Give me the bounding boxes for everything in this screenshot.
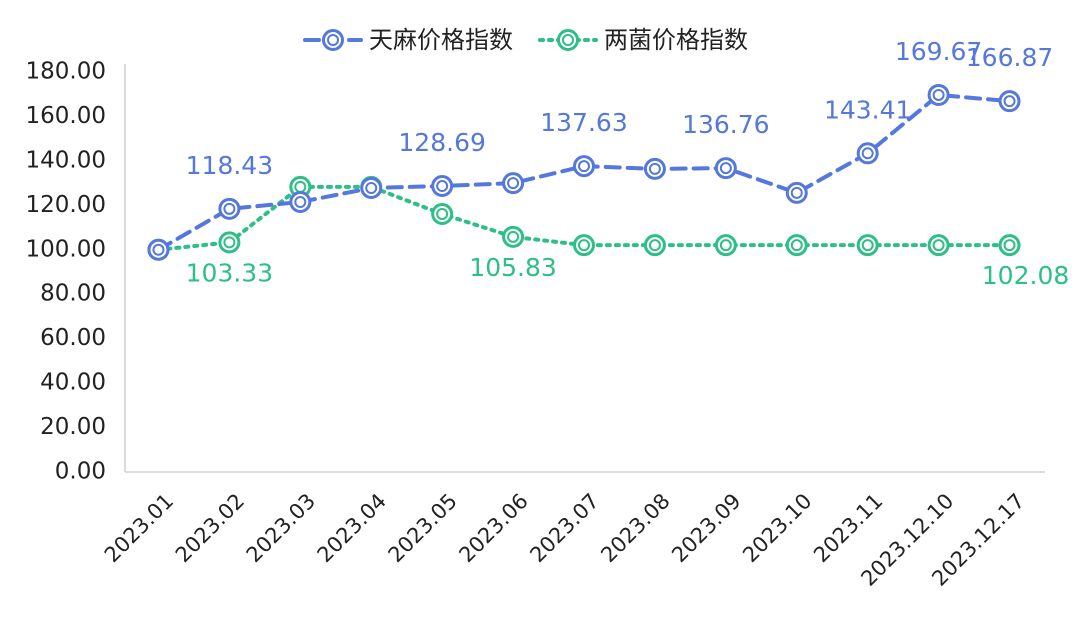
point-marker-inner	[719, 239, 732, 252]
x-tick-label: 2023.08	[596, 489, 674, 567]
data-label: 166.87	[966, 43, 1053, 72]
series-markers	[147, 83, 1021, 261]
point-marker-inner	[790, 239, 803, 252]
data-label: 143.41	[824, 95, 911, 124]
data-label: 136.76	[682, 110, 769, 139]
data-label: 102.08	[982, 261, 1069, 290]
point-marker-inner	[294, 180, 307, 193]
point-marker-inner	[294, 196, 307, 208]
x-tick-label: 2023.06	[454, 489, 532, 567]
point-marker-inner	[861, 147, 874, 160]
point-marker-inner	[365, 182, 378, 194]
point-marker-inner	[648, 162, 661, 175]
x-tick-label: 2023.02	[171, 489, 249, 567]
y-tick-label: 0.00	[55, 459, 106, 485]
data-label: 137.63	[540, 108, 627, 137]
point-marker-inner	[562, 34, 574, 46]
x-tick-label: 2023.07	[525, 489, 603, 567]
data-label: 118.43	[186, 151, 273, 180]
y-tick-label: 120.00	[26, 192, 106, 218]
data-label: 103.33	[186, 258, 273, 287]
y-tick-label: 180.00	[26, 59, 106, 85]
point-marker-inner	[327, 34, 339, 46]
y-tick-label: 100.00	[26, 236, 106, 262]
x-tick-label: 2023.04	[313, 489, 391, 567]
y-tick-label: 60.00	[40, 325, 106, 351]
point-marker-inner	[932, 88, 945, 101]
point-marker-inner	[223, 236, 236, 249]
point-marker-inner	[507, 230, 520, 243]
point-marker-inner	[648, 239, 661, 252]
point-marker-inner	[861, 239, 874, 252]
legend-label: 两菌价格指数	[604, 26, 748, 54]
data-label: 128.69	[398, 128, 485, 157]
point-marker-inner	[436, 180, 449, 193]
x-tick-label: 2023.05	[384, 489, 462, 567]
data-label: 105.83	[469, 253, 556, 282]
point-marker-inner	[436, 208, 449, 220]
point-marker-inner	[1003, 239, 1016, 252]
y-tick-label: 160.00	[26, 103, 106, 129]
data-label: 169.67	[895, 37, 982, 66]
x-tick-label: 2023.01	[100, 489, 178, 567]
point-marker-inner	[719, 162, 732, 175]
point-marker-inner	[578, 160, 590, 173]
x-tick-label: 2023.10	[738, 489, 816, 567]
y-tick-label: 140.00	[26, 147, 106, 173]
x-tick-label: 2023.03	[242, 489, 320, 567]
point-marker-inner	[152, 243, 165, 256]
point-marker-inner	[932, 239, 945, 252]
legend-label: 天麻价格指数	[369, 26, 513, 54]
point-marker-inner	[578, 239, 590, 252]
point-marker-inner	[1003, 95, 1016, 108]
point-marker-inner	[223, 202, 236, 215]
point-marker-inner	[790, 186, 803, 199]
y-tick-label: 40.00	[40, 370, 106, 396]
y-tick-label: 80.00	[40, 281, 106, 307]
x-tick-label: 2023.09	[667, 489, 745, 567]
point-marker-inner	[507, 177, 520, 190]
y-tick-label: 20.00	[40, 414, 106, 440]
